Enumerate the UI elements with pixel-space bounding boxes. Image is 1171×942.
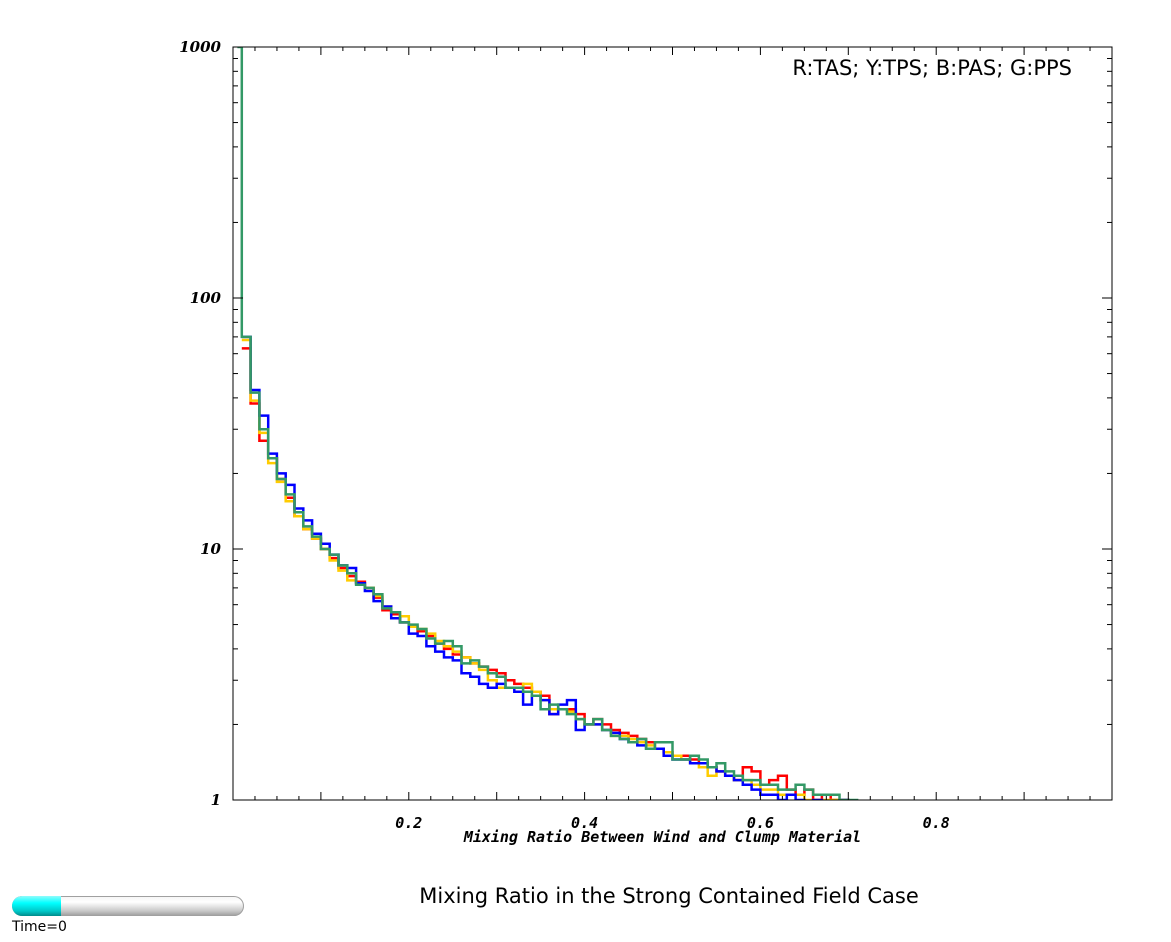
y-tick-label: 1000 bbox=[179, 38, 221, 56]
x-tick-label: 0.6 bbox=[747, 814, 774, 832]
axis-ticks bbox=[233, 47, 1112, 800]
series-line-2 bbox=[241, 338, 841, 800]
x-axis-label: Mixing Ratio Between Wind and Clump Mate… bbox=[463, 828, 861, 846]
series-layer bbox=[237, 47, 859, 800]
y-tick-label: 100 bbox=[190, 289, 222, 307]
series-line-1 bbox=[241, 347, 850, 800]
time-slider-fill bbox=[12, 896, 61, 916]
x-tick-label: 0.4 bbox=[571, 814, 598, 832]
time-label: Time=0 bbox=[12, 919, 67, 935]
y-tick-label: 10 bbox=[200, 540, 221, 558]
series-line-3 bbox=[241, 335, 850, 800]
series-line-4 bbox=[237, 47, 859, 800]
chart-title: Mixing Ratio in the Strong Contained Fie… bbox=[419, 884, 919, 908]
x-tick-label: 0.8 bbox=[923, 814, 950, 832]
x-tick-label: 0.2 bbox=[395, 814, 422, 832]
legend-text: R:TAS; Y:TPS; B:PAS; G:PPS bbox=[792, 56, 1072, 80]
axis-tick-labels: 0.2 0.4 0.6 0.8 1 10 100 1000 bbox=[179, 38, 949, 832]
y-tick-label: 1 bbox=[211, 791, 221, 809]
time-slider[interactable] bbox=[12, 896, 244, 916]
plot-frame bbox=[232, 46, 1113, 801]
